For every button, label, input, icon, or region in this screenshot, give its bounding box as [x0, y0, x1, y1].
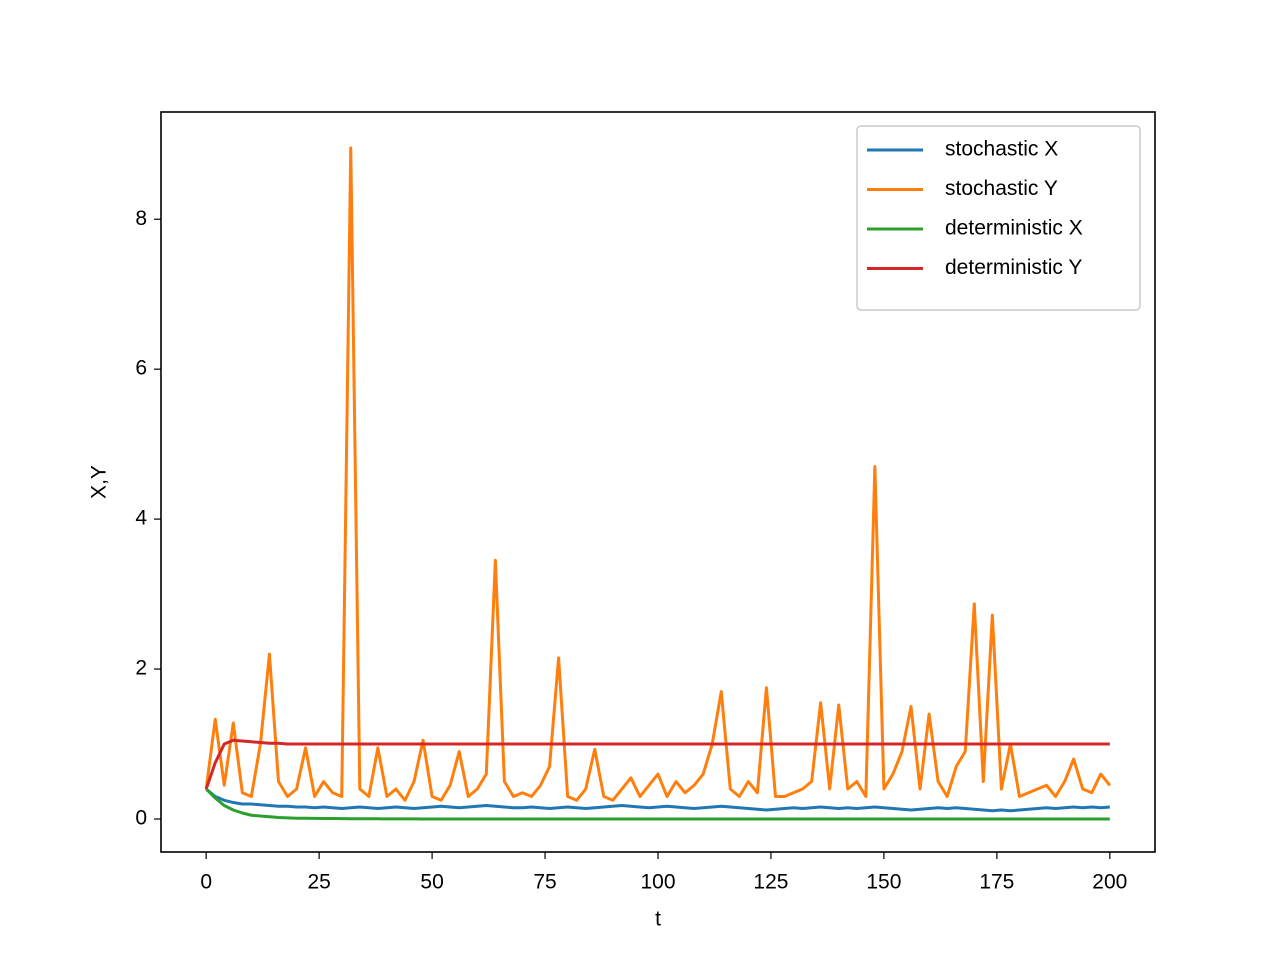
y-tick-label: 2 — [135, 657, 147, 680]
x-tick-label: 25 — [307, 871, 330, 894]
y-axis-label: X,Y — [88, 465, 111, 499]
x-tick-label: 200 — [1092, 871, 1127, 894]
x-tick-label: 125 — [753, 871, 788, 894]
series-line — [205, 787, 1110, 821]
legend-label: deterministic X — [945, 217, 1083, 240]
legend-label: stochastic X — [945, 138, 1058, 161]
y-tick-label: 8 — [135, 207, 147, 230]
y-tick-label: 6 — [135, 357, 147, 380]
x-tick-label: 75 — [533, 871, 556, 894]
x-axis-label: t — [655, 908, 661, 931]
legend-label: deterministic Y — [945, 256, 1082, 279]
plot-frame — [160, 111, 1156, 853]
x-tick-label: 0 — [200, 871, 212, 894]
series-line — [204, 738, 1110, 790]
legend-box — [856, 125, 1141, 311]
x-tick-label: 100 — [640, 871, 675, 894]
x-tick-label: 150 — [866, 871, 901, 894]
x-tick-label: 50 — [420, 871, 443, 894]
y-tick-label: 4 — [135, 507, 147, 530]
x-tick-label: 175 — [979, 871, 1014, 894]
series-line — [204, 146, 1111, 802]
series-line — [205, 787, 1110, 813]
y-tick-label: 0 — [135, 807, 147, 830]
legend-label: stochastic Y — [945, 177, 1058, 200]
